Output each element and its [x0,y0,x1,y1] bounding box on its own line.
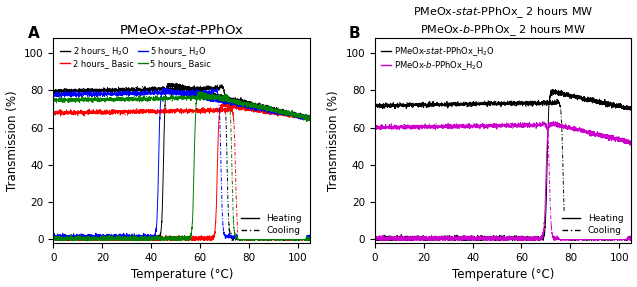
X-axis label: Temperature (°C): Temperature (°C) [452,268,554,282]
Y-axis label: Transmission (%): Transmission (%) [327,90,340,191]
Y-axis label: Transmission (%): Transmission (%) [6,90,18,191]
Title: PMeOx-$\it{stat}$-PPhOx_ 2 hours MW
PMeOx-$\it{b}$-PPhOx_ 2 hours MW: PMeOx-$\it{stat}$-PPhOx_ 2 hours MW PMeO… [413,5,593,38]
Text: A: A [28,26,39,41]
X-axis label: Temperature (°C): Temperature (°C) [131,268,233,282]
Legend: Heating, Cooling: Heating, Cooling [559,211,627,239]
Text: B: B [349,26,361,41]
Legend: Heating, Cooling: Heating, Cooling [238,211,306,239]
Title: PMeOx-$\it{stat}$-PPhOx: PMeOx-$\it{stat}$-PPhOx [119,23,245,37]
